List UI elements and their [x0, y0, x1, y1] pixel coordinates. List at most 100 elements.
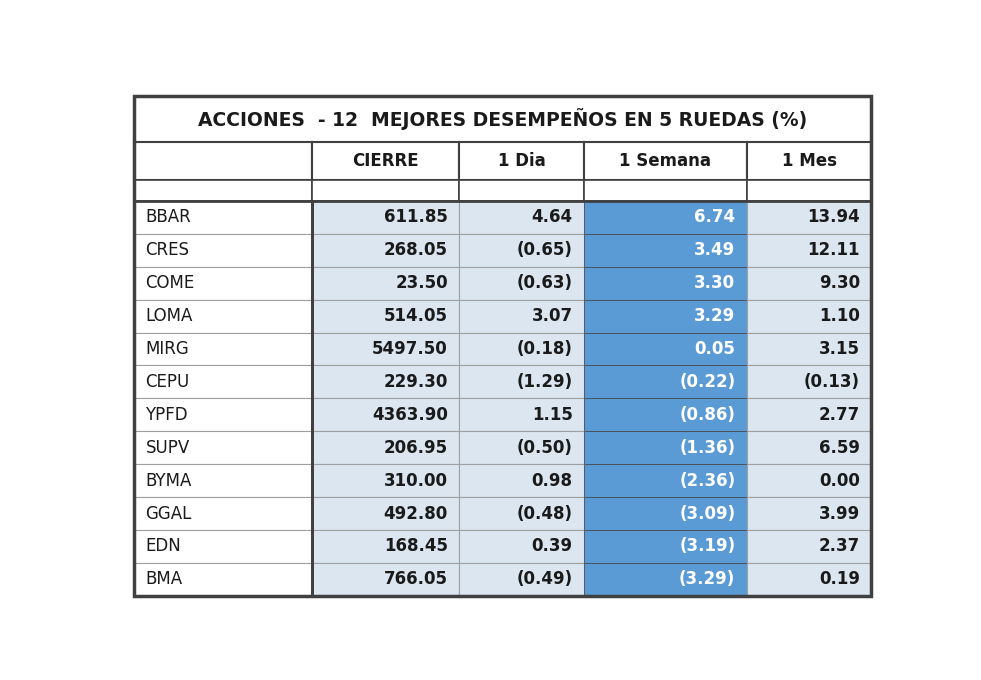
Text: 0.00: 0.00 — [819, 472, 860, 490]
Bar — [312, 234, 459, 267]
Bar — [134, 365, 312, 398]
Bar — [459, 300, 584, 333]
Text: 611.85: 611.85 — [384, 209, 448, 226]
Text: 4363.90: 4363.90 — [372, 406, 448, 424]
Text: (1.29): (1.29) — [517, 373, 573, 391]
Bar — [312, 300, 459, 333]
Bar — [459, 497, 584, 530]
Text: 1 Mes: 1 Mes — [782, 152, 837, 170]
Bar — [459, 464, 584, 497]
Bar — [584, 300, 747, 333]
Text: 3.29: 3.29 — [694, 307, 736, 325]
Bar — [312, 333, 459, 365]
Text: BBAR: BBAR — [145, 209, 191, 226]
Bar — [584, 267, 747, 300]
Bar — [312, 497, 459, 530]
Bar — [134, 234, 312, 267]
Text: EDN: EDN — [145, 537, 181, 556]
Text: 3.15: 3.15 — [819, 340, 860, 358]
Text: (0.65): (0.65) — [517, 241, 573, 259]
Bar — [134, 497, 312, 530]
Text: ACCIONES  - 12  MEJORES DESEMPEÑOS EN 5 RUEDAS (%): ACCIONES - 12 MEJORES DESEMPEÑOS EN 5 RU… — [198, 108, 807, 131]
Bar — [584, 464, 747, 497]
Bar — [584, 431, 747, 464]
Text: 310.00: 310.00 — [384, 472, 448, 490]
Text: 3.07: 3.07 — [532, 307, 573, 325]
Text: 514.05: 514.05 — [384, 307, 448, 325]
Bar — [747, 300, 871, 333]
Bar — [459, 201, 584, 234]
Bar — [747, 180, 871, 201]
Text: MIRG: MIRG — [145, 340, 189, 358]
Text: BYMA: BYMA — [145, 472, 192, 490]
Bar — [584, 142, 747, 180]
Bar — [459, 365, 584, 398]
Bar — [584, 333, 747, 365]
Text: (0.13): (0.13) — [804, 373, 860, 391]
Bar — [134, 333, 312, 365]
Bar — [134, 180, 312, 201]
Text: YPFD: YPFD — [145, 406, 188, 424]
Text: 3.49: 3.49 — [694, 241, 736, 259]
Text: 268.05: 268.05 — [384, 241, 448, 259]
Bar — [312, 431, 459, 464]
Text: (3.09): (3.09) — [679, 505, 736, 522]
Text: (0.18): (0.18) — [517, 340, 573, 358]
Bar — [312, 267, 459, 300]
Bar — [584, 530, 747, 563]
Text: 2.37: 2.37 — [819, 537, 860, 556]
Bar — [134, 267, 312, 300]
Bar — [584, 563, 747, 596]
Bar — [134, 464, 312, 497]
Text: SUPV: SUPV — [145, 439, 189, 457]
Bar — [747, 267, 871, 300]
Bar — [747, 497, 871, 530]
Text: 9.30: 9.30 — [819, 274, 860, 292]
Bar — [747, 431, 871, 464]
Text: (1.36): (1.36) — [679, 439, 736, 457]
Bar — [134, 142, 312, 180]
Bar — [312, 563, 459, 596]
Text: 766.05: 766.05 — [384, 571, 448, 588]
Bar — [459, 333, 584, 365]
Bar — [134, 398, 312, 431]
Bar — [459, 530, 584, 563]
Bar — [747, 563, 871, 596]
Text: (0.63): (0.63) — [517, 274, 573, 292]
Text: 3.30: 3.30 — [695, 274, 736, 292]
Text: (0.22): (0.22) — [679, 373, 736, 391]
Text: 492.80: 492.80 — [384, 505, 448, 522]
Bar — [459, 563, 584, 596]
Text: CIERRE: CIERRE — [352, 152, 419, 170]
Text: CEPU: CEPU — [145, 373, 189, 391]
Bar — [747, 333, 871, 365]
Bar — [747, 142, 871, 180]
Text: LOMA: LOMA — [145, 307, 193, 325]
Text: 12.11: 12.11 — [807, 241, 860, 259]
Text: 3.99: 3.99 — [819, 505, 860, 522]
Bar — [312, 142, 459, 180]
Text: 1 Dia: 1 Dia — [497, 152, 545, 170]
Text: 1.10: 1.10 — [819, 307, 860, 325]
Bar — [459, 142, 584, 180]
Bar — [312, 180, 459, 201]
Text: (0.48): (0.48) — [517, 505, 573, 522]
Text: 168.45: 168.45 — [384, 537, 448, 556]
Bar — [584, 365, 747, 398]
Bar — [312, 530, 459, 563]
Bar — [312, 201, 871, 596]
Bar — [584, 398, 747, 431]
Bar — [312, 398, 459, 431]
Bar — [747, 234, 871, 267]
Bar — [312, 201, 459, 234]
Bar — [134, 431, 312, 464]
Text: 1.15: 1.15 — [532, 406, 573, 424]
Text: (0.86): (0.86) — [680, 406, 736, 424]
Text: 206.95: 206.95 — [384, 439, 448, 457]
Text: (3.19): (3.19) — [679, 537, 736, 556]
Bar — [747, 530, 871, 563]
Bar — [312, 464, 459, 497]
Bar — [134, 97, 871, 142]
Bar — [459, 431, 584, 464]
Bar — [747, 464, 871, 497]
